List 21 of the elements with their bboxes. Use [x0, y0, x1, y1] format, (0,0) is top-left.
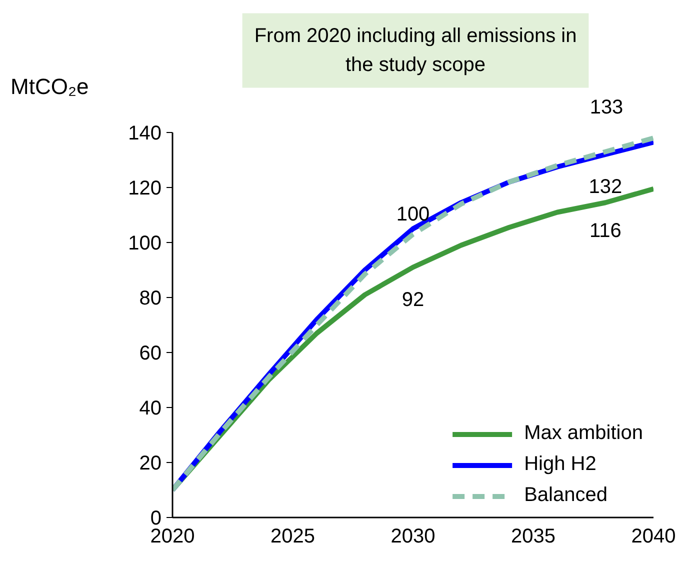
x-tick-label: 2035: [511, 526, 556, 548]
y-tick-label: 140: [128, 122, 162, 144]
x-tick-label: 2025: [270, 526, 316, 548]
y-tick-label: 80: [139, 288, 162, 310]
y-tick-label: 120: [128, 178, 162, 200]
legend-label: High H2: [524, 453, 596, 476]
x-tick-label: 2030: [390, 526, 436, 548]
text: 133: [590, 96, 624, 118]
annotation: 92: [402, 288, 424, 311]
x-tick-label: 2040: [631, 526, 676, 548]
legend-label: Balanced: [524, 484, 608, 507]
annotation: 116: [589, 220, 622, 242]
annotation: 100: [396, 204, 430, 226]
y-tick-label: 40: [139, 398, 162, 420]
y-tick-label: 60: [139, 342, 162, 364]
legend-label: Max ambition: [524, 422, 643, 445]
annotation: 132: [588, 176, 622, 198]
y-tick-label: 20: [139, 452, 162, 474]
y-tick-label: 100: [128, 232, 162, 254]
y-axis-title: MtCO₂e: [10, 74, 89, 99]
chart-title: From 2020 including all emissions in the study scope: [254, 25, 577, 76]
